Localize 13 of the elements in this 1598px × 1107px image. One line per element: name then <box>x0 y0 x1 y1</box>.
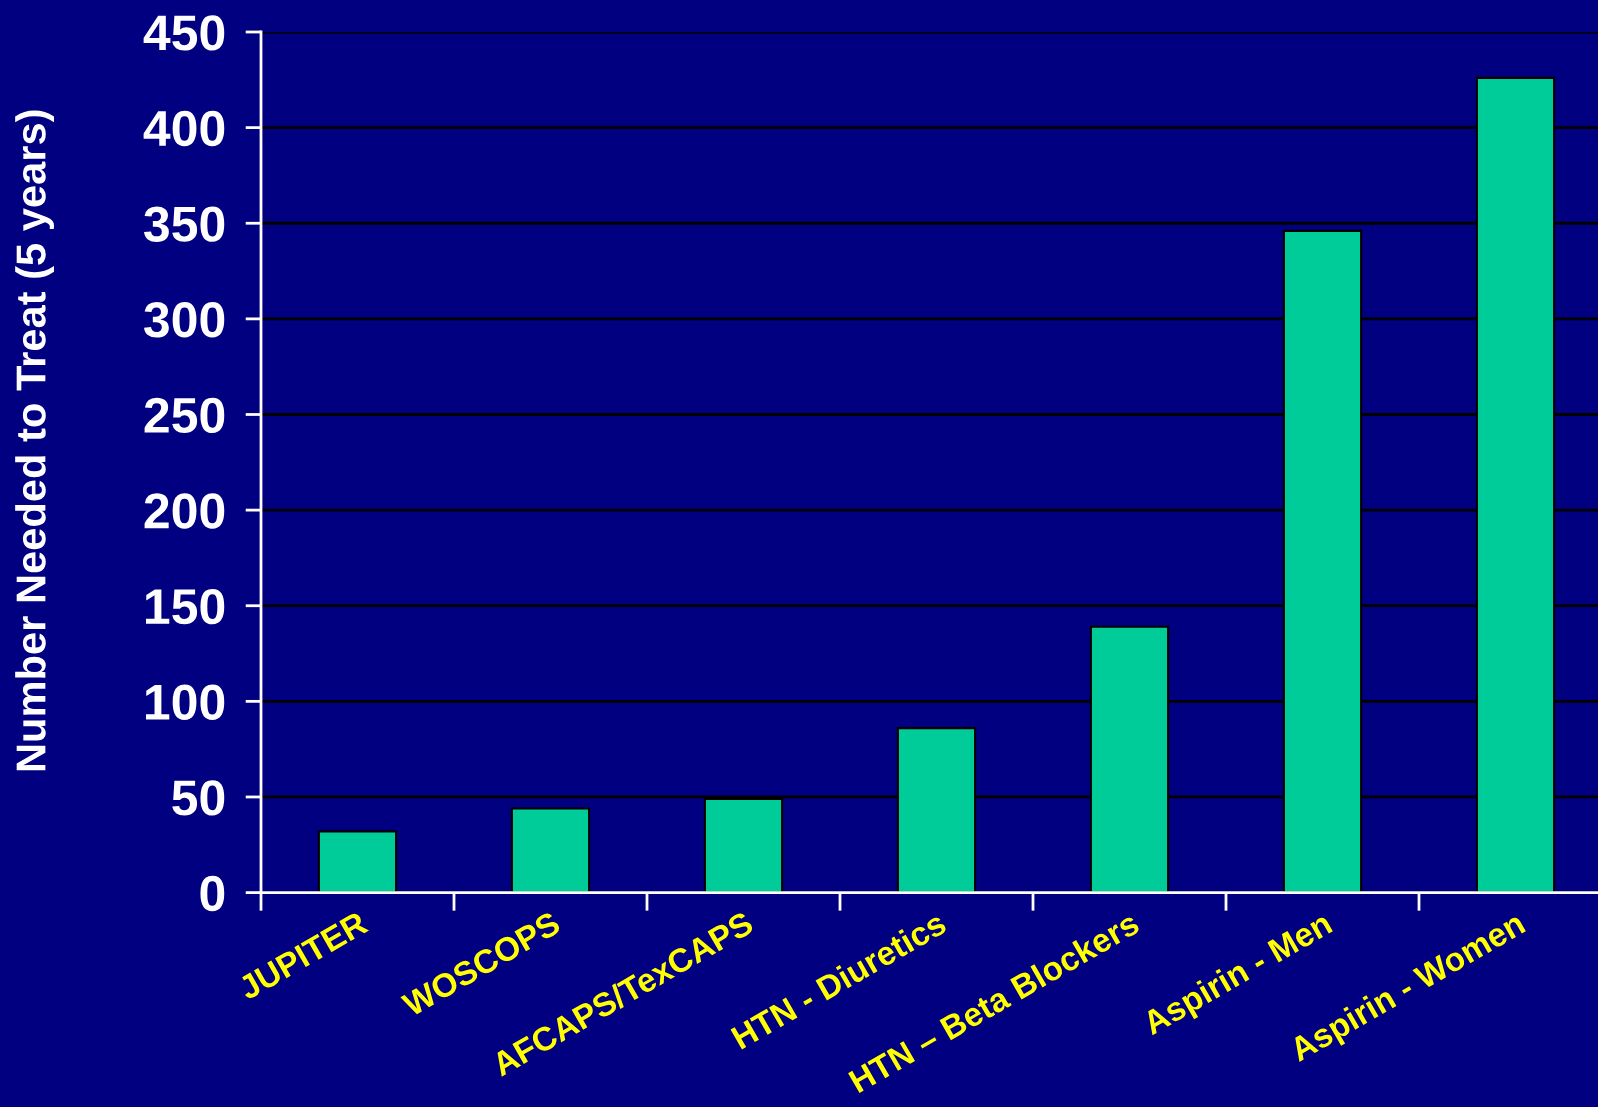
y-tick-label: 450 <box>143 15 225 51</box>
y-tick-label: 200 <box>144 493 225 529</box>
y-tick-label: 300 <box>144 302 225 338</box>
y-tick-label: 150 <box>146 588 225 625</box>
y-axis-title: Number Needed to Treat (5 years) <box>15 110 54 771</box>
y-tick-label: 0 <box>200 875 225 912</box>
bar <box>510 807 591 893</box>
y-tick-label: 400 <box>143 110 225 147</box>
y-tick-label: 250 <box>144 397 225 434</box>
y-tick-label: 100 <box>146 684 225 720</box>
y-tick-label: 350 <box>144 206 225 242</box>
bar <box>317 830 398 893</box>
y-tick-label: 50 <box>172 780 225 816</box>
